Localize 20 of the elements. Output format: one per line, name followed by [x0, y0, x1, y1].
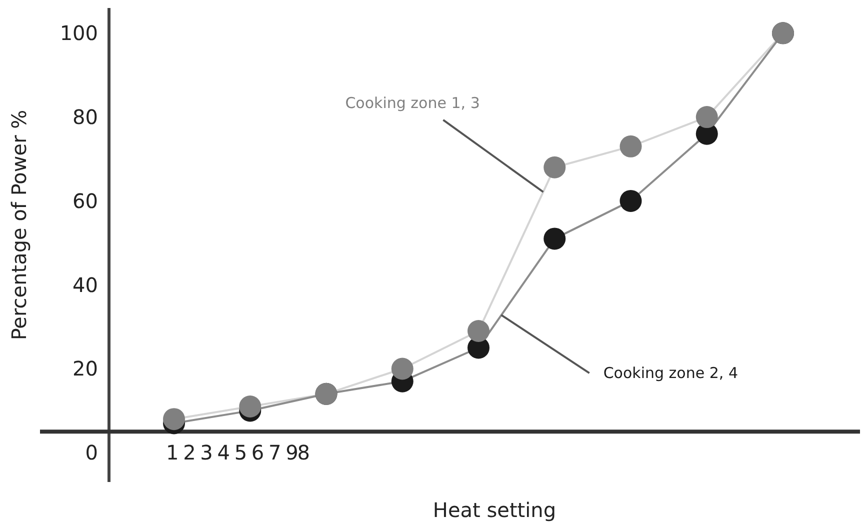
text: Cooking zone 1, 3 [345, 94, 480, 112]
annotation: 1 2 3 4 5 6 7 98 [166, 440, 310, 465]
y-tick-label: 40 [72, 272, 98, 297]
point [620, 135, 642, 158]
point [391, 358, 414, 380]
point [468, 320, 490, 342]
point [239, 395, 262, 418]
y-tick-label: 80 [72, 105, 98, 130]
y-tick-label: 100 [60, 21, 98, 46]
y-tick-label: 60 [72, 188, 98, 213]
x-axis-title: Heat setting [432, 498, 556, 522]
y-tick-label: 0 [85, 440, 98, 465]
point [163, 408, 185, 430]
point [620, 190, 642, 212]
y-axis-title: Percentage of Power % [7, 110, 31, 340]
point [696, 106, 718, 128]
point [544, 156, 566, 178]
y-tick-label: 20 [72, 356, 98, 381]
point [544, 228, 566, 250]
text: Cooking zone 2, 4 [603, 364, 738, 382]
